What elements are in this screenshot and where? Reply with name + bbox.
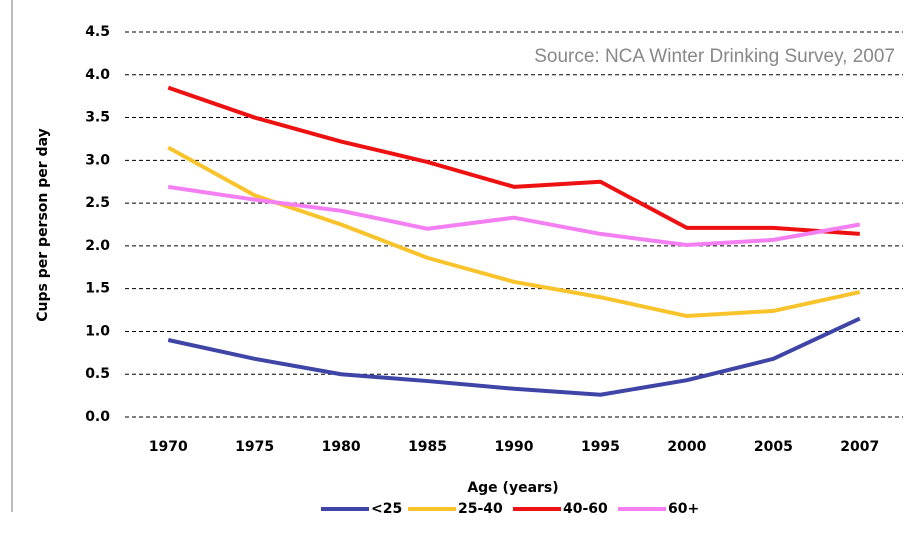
legend-label: 25-40	[458, 501, 503, 517]
y-tick-label: 3.0	[85, 152, 110, 168]
x-tick-label: 1985	[408, 439, 447, 455]
y-axis-label: Cups per person per day	[35, 128, 51, 321]
legend-label: 40-60	[563, 501, 608, 517]
x-tick-label: 1995	[581, 439, 620, 455]
x-tick-label: 2000	[667, 439, 706, 455]
series-line	[167, 184, 861, 248]
x-tick-label: 1975	[235, 439, 274, 455]
series-line	[167, 85, 860, 236]
series-line	[167, 145, 861, 319]
x-tick-label: 1970	[149, 439, 188, 455]
y-tick-label: 2.0	[85, 238, 110, 254]
y-tick-label: 2.5	[85, 195, 110, 211]
y-tick-label: 1.5	[85, 281, 110, 297]
y-tick-label: 0.5	[85, 366, 110, 382]
x-tick-label: 2005	[754, 439, 793, 455]
y-tick-label: 4.5	[85, 24, 110, 40]
x-tick-label: 2007	[840, 439, 879, 455]
y-tick-label: 0.0	[85, 409, 110, 425]
y-tick-label: 3.5	[85, 110, 110, 126]
series-line	[167, 316, 861, 397]
legend-label: 60+	[668, 501, 699, 517]
x-tick-label: 1990	[495, 439, 534, 455]
y-tick-label: 4.0	[85, 67, 110, 83]
x-tick-label: 1980	[322, 439, 361, 455]
x-axis-label: Age (years)	[467, 480, 558, 496]
legend-label: <25	[371, 501, 402, 517]
source-note: Source: NCA Winter Drinking Survey, 2007	[534, 46, 895, 67]
y-tick-label: 1.0	[85, 323, 110, 339]
